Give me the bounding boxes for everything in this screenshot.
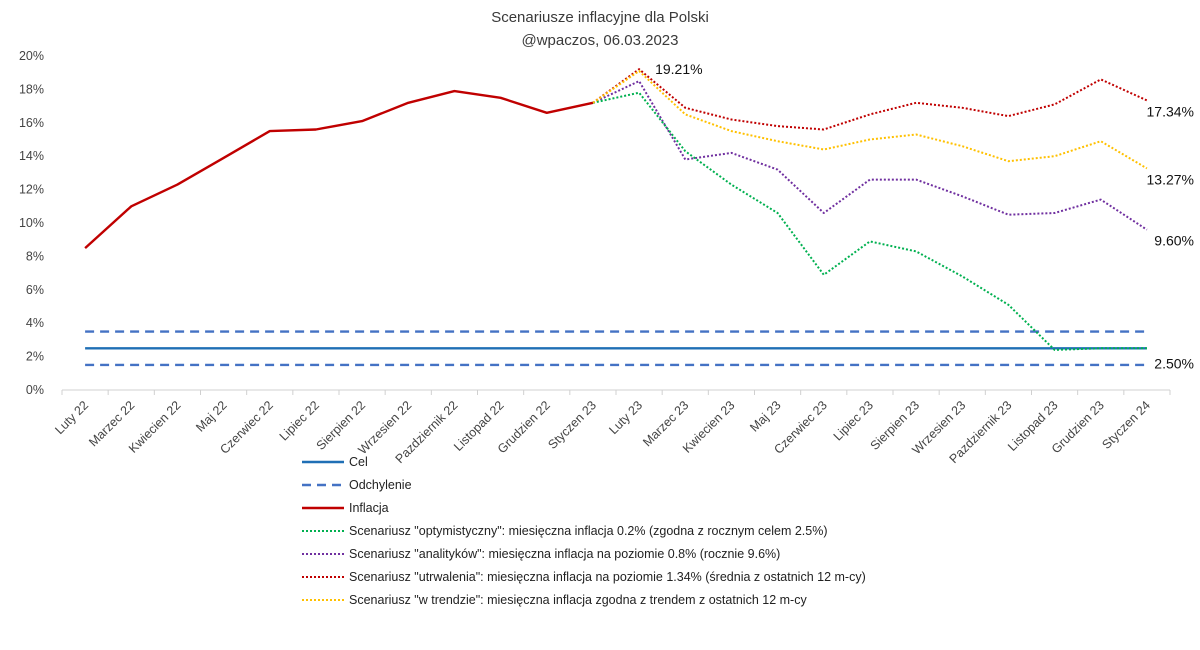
y-tick-label: 6%	[26, 283, 44, 297]
legend-item: Scenariusz "analityków": miesięczna infl…	[302, 547, 780, 561]
y-tick-label: 0%	[26, 383, 44, 397]
y-tick-label: 16%	[19, 116, 44, 130]
legend-label: Scenariusz "utrwalenia": miesięczna infl…	[349, 570, 866, 584]
legend-item: Scenariusz "w trendzie": miesięczna infl…	[302, 593, 807, 607]
legend-label: Cel	[349, 455, 368, 469]
y-tick-label: 10%	[19, 216, 44, 230]
data-label: 17.34%	[1147, 103, 1194, 119]
series-layer	[84, 68, 1148, 367]
y-tick-label: 2%	[26, 350, 44, 364]
legend-label: Odchylenie	[349, 478, 412, 492]
legend-item: Odchylenie	[302, 478, 412, 492]
chart-title: Scenariusze inflacyjne dla Polski	[491, 9, 709, 26]
legend-label: Inflacja	[349, 501, 389, 515]
y-tick-label: 20%	[19, 49, 44, 63]
legend-label: Scenariusz "optymistyczny": miesięczna i…	[349, 524, 828, 538]
data-labels: 19.21% 17.34% 13.27% 9.60% 2.50%	[655, 61, 1194, 371]
series-line	[592, 80, 1148, 231]
y-tick-label: 18%	[19, 82, 44, 96]
legend-label: Scenariusz "w trendzie": miesięczna infl…	[349, 593, 807, 607]
chart-subtitle: @wpaczos, 06.03.2023	[522, 32, 679, 49]
data-label: 19.21%	[655, 61, 702, 77]
y-tick-label: 8%	[26, 249, 44, 263]
series-line	[592, 68, 1148, 131]
data-label: 9.60%	[1154, 233, 1194, 249]
legend-item: Cel	[302, 455, 368, 469]
series-line	[592, 91, 1147, 351]
legend-item: Scenariusz "optymistyczny": miesięczna i…	[302, 524, 828, 538]
legend: Cel Odchylenie Inflacja Scenariusz "optymis…	[302, 455, 866, 607]
y-tick-label: 4%	[26, 316, 44, 330]
legend-item: Inflacja	[302, 501, 389, 515]
legend-item: Scenariusz "utrwalenia": miesięczna infl…	[302, 570, 866, 584]
y-tick-label: 14%	[19, 149, 44, 163]
y-axis: 0% 2% 4% 6% 8% 10% 12% 14% 16% 18% 20%	[19, 49, 44, 397]
series-line	[84, 89, 594, 249]
y-tick-label: 12%	[19, 183, 44, 197]
data-label: 2.50%	[1154, 355, 1194, 371]
legend-label: Scenariusz "analityków": miesięczna infl…	[349, 547, 780, 561]
series-line	[592, 70, 1148, 170]
data-label: 13.27%	[1147, 171, 1194, 187]
